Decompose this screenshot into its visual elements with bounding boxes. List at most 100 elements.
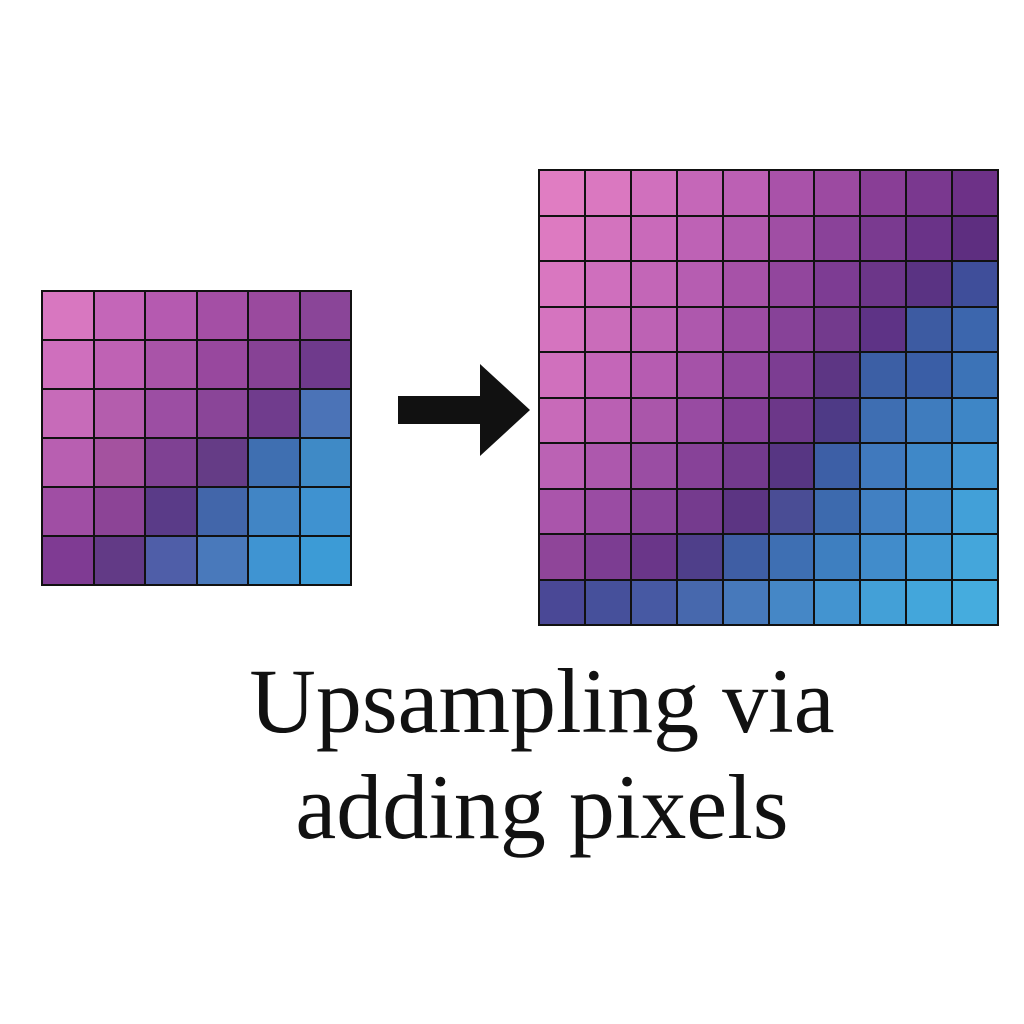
upsampled-pixel-r7-c7 bbox=[861, 489, 906, 533]
upsampled-pixel-r4-c7 bbox=[861, 353, 906, 397]
original-pixel-r3-c5 bbox=[300, 439, 350, 486]
upsampled-pixel-r5-c2 bbox=[631, 398, 676, 442]
original-pixel-r0-c0 bbox=[43, 292, 93, 339]
original-pixel-r5-c1 bbox=[94, 537, 144, 584]
upsampled-pixel-r9-c5 bbox=[769, 580, 814, 624]
original-pixel-r2-c2 bbox=[146, 390, 196, 437]
original-pixel-r3-c4 bbox=[249, 439, 299, 486]
original-pixel-r4-c0 bbox=[43, 488, 93, 535]
original-pixel-r5-c0 bbox=[43, 537, 93, 584]
upsampled-pixel-r4-c3 bbox=[677, 353, 722, 397]
upsampled-pixel-r2-c5 bbox=[769, 262, 814, 306]
original-pixel-r3-c0 bbox=[43, 439, 93, 486]
upsampled-pixel-r9-c4 bbox=[723, 580, 768, 624]
upsampled-pixel-r7-c6 bbox=[815, 489, 860, 533]
caption-line-2: adding pixels bbox=[295, 756, 789, 858]
upsampled-pixel-r2-c9 bbox=[953, 262, 997, 306]
upsampled-pixel-r6-c8 bbox=[907, 444, 952, 488]
original-pixel-r0-c2 bbox=[146, 292, 196, 339]
upsampled-pixel-r0-c0 bbox=[540, 171, 584, 215]
upsampled-pixel-r3-c8 bbox=[907, 307, 952, 351]
upsampled-pixel-r0-c1 bbox=[585, 171, 630, 215]
upsampled-pixel-r9-c8 bbox=[907, 580, 952, 624]
original-pixel-r4-c3 bbox=[197, 488, 247, 535]
upsampled-pixel-r8-c6 bbox=[815, 535, 860, 579]
upsampled-pixel-r0-c3 bbox=[677, 171, 722, 215]
right-arrow-icon bbox=[398, 364, 530, 456]
upsampled-pixel-r6-c3 bbox=[677, 444, 722, 488]
upsampled-pixel-r0-c7 bbox=[861, 171, 906, 215]
upsampled-pixel-r3-c6 bbox=[815, 307, 860, 351]
upsampled-pixel-r7-c2 bbox=[631, 489, 676, 533]
upsampled-pixel-r1-c5 bbox=[769, 216, 814, 260]
upsampled-pixel-r0-c9 bbox=[953, 171, 997, 215]
original-pixel-r1-c2 bbox=[146, 341, 196, 388]
upsampled-pixel-r7-c3 bbox=[677, 489, 722, 533]
upsampled-pixel-r1-c3 bbox=[677, 216, 722, 260]
upsampled-pixel-r2-c4 bbox=[723, 262, 768, 306]
upsampled-pixel-r2-c0 bbox=[540, 262, 584, 306]
diagram-caption: Upsampling via adding pixels bbox=[112, 648, 972, 860]
upsampled-pixel-r4-c1 bbox=[585, 353, 630, 397]
original-pixel-r1-c0 bbox=[43, 341, 93, 388]
upsampled-pixel-r2-c7 bbox=[861, 262, 906, 306]
original-pixel-r1-c1 bbox=[94, 341, 144, 388]
upsampled-pixel-r5-c3 bbox=[677, 398, 722, 442]
upsampled-pixel-r5-c0 bbox=[540, 398, 584, 442]
upsampled-pixel-r6-c5 bbox=[769, 444, 814, 488]
upsampled-pixel-r7-c4 bbox=[723, 489, 768, 533]
upsampled-pixel-r9-c2 bbox=[631, 580, 676, 624]
upsampled-pixel-r6-c0 bbox=[540, 444, 584, 488]
upsampled-pixel-r0-c2 bbox=[631, 171, 676, 215]
upsampled-pixel-r8-c0 bbox=[540, 535, 584, 579]
original-pixel-r2-c4 bbox=[249, 390, 299, 437]
upsampled-pixel-r5-c8 bbox=[907, 398, 952, 442]
upsampled-pixel-r4-c6 bbox=[815, 353, 860, 397]
upsampled-pixel-r8-c4 bbox=[723, 535, 768, 579]
upsampled-pixel-r9-c7 bbox=[861, 580, 906, 624]
upsampled-pixel-r6-c9 bbox=[953, 444, 997, 488]
original-pixel-r0-c4 bbox=[249, 292, 299, 339]
upsampled-pixel-r4-c2 bbox=[631, 353, 676, 397]
original-pixel-r5-c3 bbox=[197, 537, 247, 584]
upsampled-pixel-r3-c1 bbox=[585, 307, 630, 351]
upsampled-pixel-r6-c2 bbox=[631, 444, 676, 488]
original-pixel-r0-c5 bbox=[300, 292, 350, 339]
upsampled-pixel-r1-c0 bbox=[540, 216, 584, 260]
upsampled-pixel-r0-c5 bbox=[769, 171, 814, 215]
upsampled-pixel-r2-c1 bbox=[585, 262, 630, 306]
upsampled-pixel-r8-c2 bbox=[631, 535, 676, 579]
upsampled-pixel-r5-c6 bbox=[815, 398, 860, 442]
upsampled-pixel-r5-c5 bbox=[769, 398, 814, 442]
upsampled-pixel-r0-c6 bbox=[815, 171, 860, 215]
upsampled-pixel-r2-c2 bbox=[631, 262, 676, 306]
upsampled-pixel-r1-c9 bbox=[953, 216, 997, 260]
caption-line-1: Upsampling via bbox=[249, 650, 835, 752]
upsampled-pixel-r3-c2 bbox=[631, 307, 676, 351]
original-pixel-r0-c3 bbox=[197, 292, 247, 339]
upsampled-pixel-r7-c0 bbox=[540, 489, 584, 533]
original-pixel-r2-c5 bbox=[300, 390, 350, 437]
upsampled-pixel-r4-c4 bbox=[723, 353, 768, 397]
upsampled-pixel-r9-c0 bbox=[540, 580, 584, 624]
upsampled-pixel-r7-c5 bbox=[769, 489, 814, 533]
upsampled-pixel-r2-c8 bbox=[907, 262, 952, 306]
upsampled-pixel-r1-c8 bbox=[907, 216, 952, 260]
upsampled-pixel-r9-c9 bbox=[953, 580, 997, 624]
original-pixel-r2-c3 bbox=[197, 390, 247, 437]
upsampled-pixel-r3-c9 bbox=[953, 307, 997, 351]
upsampled-pixel-r7-c8 bbox=[907, 489, 952, 533]
upsampled-pixel-r4-c5 bbox=[769, 353, 814, 397]
upsampled-pixel-r1-c1 bbox=[585, 216, 630, 260]
upsampled-pixel-r4-c9 bbox=[953, 353, 997, 397]
upsampled-pixel-r6-c7 bbox=[861, 444, 906, 488]
upsampled-pixel-r3-c3 bbox=[677, 307, 722, 351]
upsampled-pixel-r1-c2 bbox=[631, 216, 676, 260]
upsampled-pixel-r4-c8 bbox=[907, 353, 952, 397]
original-pixel-r2-c1 bbox=[94, 390, 144, 437]
original-pixel-r1-c5 bbox=[300, 341, 350, 388]
upsampled-pixel-r2-c3 bbox=[677, 262, 722, 306]
original-pixel-r5-c4 bbox=[249, 537, 299, 584]
upsampled-pixel-r5-c9 bbox=[953, 398, 997, 442]
upsampled-pixel-r0-c4 bbox=[723, 171, 768, 215]
